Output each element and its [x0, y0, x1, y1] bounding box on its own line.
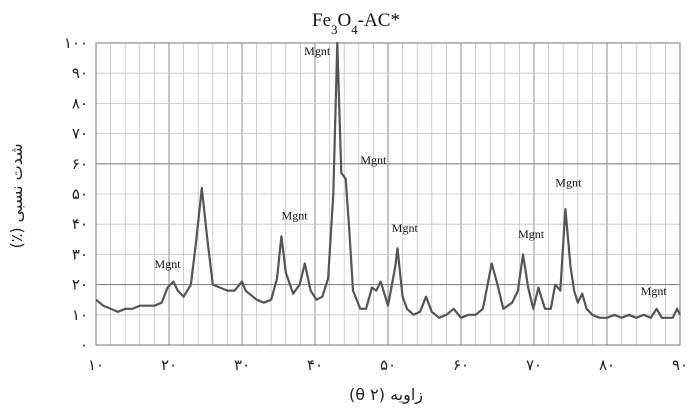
- plot-frame: [95, 42, 681, 346]
- x-tick-label: ۹۰: [672, 356, 688, 374]
- peak-label: Mgnt: [360, 153, 387, 167]
- y-tick-label: ۳۰: [72, 245, 88, 263]
- y-tick-label: ۱۰۰: [64, 34, 88, 52]
- x-axis-label: زاویه (۲ θ): [349, 385, 423, 405]
- peak-label: Mgnt: [555, 175, 582, 189]
- peak-label: Mgnt: [518, 227, 545, 241]
- chart-grid: [95, 42, 681, 346]
- x-tick-label: ۶۰: [453, 356, 469, 374]
- x-tick-label: ۲۰: [161, 356, 177, 374]
- x-tick-label: ۸۰: [599, 356, 615, 374]
- x-tick-label: ۳۰: [234, 356, 250, 374]
- x-tick-label: ۱۰: [88, 356, 104, 374]
- y-tick-label: ۶۰: [72, 155, 88, 173]
- y-tick-label: ۹۰: [72, 64, 88, 82]
- x-tick-label: ۴۰: [307, 356, 323, 374]
- y-axis-label: شدت نسبی (٪): [7, 143, 26, 248]
- y-tick-label: ۸۰: [72, 94, 88, 112]
- peak-label: Mgnt: [304, 44, 331, 58]
- y-axis-ticks: ۰ ۱۰ ۲۰ ۳۰ ۴۰ ۵۰ ۶۰ ۷۰ ۸۰ ۹۰ ۱۰۰: [64, 34, 88, 354]
- x-axis-ticks: ۱۰ ۲۰ ۳۰ ۴۰ ۵۰ ۶۰ ۷۰ ۸۰ ۹۰: [88, 356, 688, 374]
- y-tick-label: ۲۰: [72, 276, 88, 294]
- y-tick-label: ۴۰: [72, 215, 88, 233]
- peak-label: Mgnt: [392, 221, 419, 235]
- peak-annotations: Mgnt Mgnt Mgnt Mgnt Mgnt Mgnt Mgnt Mgnt: [155, 44, 668, 298]
- y-tick-label: ۰: [80, 336, 88, 354]
- y-tick-label: ۱۰: [72, 306, 88, 324]
- x-tick-label: ۵۰: [380, 356, 396, 374]
- chart-title: Fe3O4-AC*: [312, 10, 400, 37]
- peak-label: Mgnt: [282, 209, 309, 223]
- x-tick-label: ۷۰: [526, 356, 542, 374]
- y-tick-label: ۷۰: [72, 125, 88, 143]
- peak-label: Mgnt: [641, 284, 668, 298]
- xrd-pattern-line: [95, 41, 681, 319]
- y-tick-label: ۵۰: [72, 185, 88, 203]
- peak-label: Mgnt: [155, 257, 182, 271]
